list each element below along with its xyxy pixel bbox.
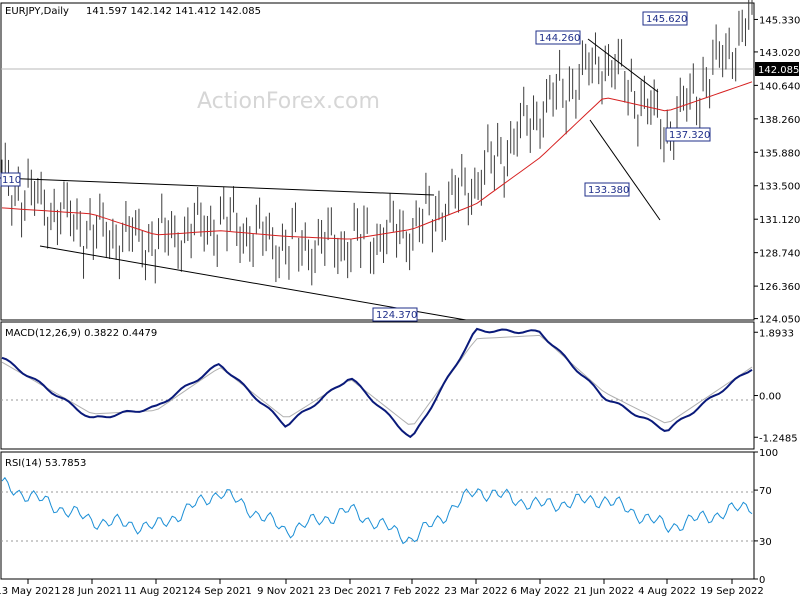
- x-tick-label: 13 May 2021: [0, 586, 61, 597]
- y-tick-label: 100: [759, 448, 778, 459]
- macd-line: [1, 327, 753, 439]
- rsi-header: RSI(14) 53.7853: [5, 458, 86, 469]
- annotation-133380-label: 133.380: [588, 185, 629, 196]
- y-tick-label: 143.020: [759, 48, 800, 59]
- macd-panel-frame: [0, 321, 755, 450]
- macd-header: MACD(12,26,9) 0.3822 0.4479: [5, 328, 157, 339]
- annotation-124370-label: 124.370: [376, 310, 417, 321]
- macd-axis: 1.8933 0.00 -1.2485: [754, 328, 798, 444]
- y-tick-label: 70: [759, 486, 772, 497]
- annotation-133380: 133.380: [584, 182, 630, 197]
- x-tick-label: 19 Sep 2022: [700, 586, 763, 597]
- x-tick-label: 23 Dec 2021: [318, 586, 382, 597]
- annotation-144260: 144.260: [535, 30, 581, 45]
- y-tick-label: 0: [759, 575, 765, 586]
- x-tick-label: 28 Jun 2021: [62, 586, 122, 597]
- y-tick-label: 131.120: [759, 215, 800, 226]
- annotation-144260-label: 144.260: [539, 33, 580, 44]
- rsi-line: [1, 476, 753, 545]
- x-tick-label: 11 Aug 2021: [124, 586, 188, 597]
- macd-signal-line: [1, 334, 753, 425]
- y-tick-label: 138.260: [759, 115, 800, 126]
- y-tick-label: 124.050: [759, 315, 800, 326]
- x-tick-label: 24 Sep 2021: [188, 586, 251, 597]
- moving-average-line: [1, 81, 753, 240]
- current-price-box: [755, 62, 799, 76]
- x-tick-label: 21 Jun 2022: [574, 586, 634, 597]
- y-tick-label: 133.500: [759, 182, 800, 193]
- trendline-upper-right: [587, 38, 659, 93]
- current-price-tag: 142.085: [755, 62, 799, 76]
- annotation-110-label: 110: [2, 175, 21, 186]
- trendlines: [0, 38, 661, 321]
- x-tick-label: 23 Mar 2022: [444, 586, 507, 597]
- annotation-137320: 137.320: [665, 127, 711, 142]
- y-tick-label: -1.2485: [759, 433, 798, 444]
- x-tick-label: 6 May 2022: [511, 586, 570, 597]
- ohlc-header: 141.597 142.142 141.412 142.085: [86, 6, 261, 17]
- x-tick-label: 7 Feb 2022: [384, 586, 440, 597]
- annotation-145620: 145.620: [642, 11, 688, 26]
- trendline-lower-right: [589, 119, 661, 221]
- price-bars: [1, 0, 753, 286]
- x-tick-label: 4 Aug 2022: [638, 586, 696, 597]
- y-tick-label: 1.8933: [759, 328, 794, 339]
- price-axis: 124.050 126.360 128.740 131.120 133.500 135.8…: [754, 15, 800, 326]
- watermark: ActionForex.com: [197, 89, 380, 114]
- rsi-panel-frame: [0, 451, 755, 580]
- y-tick-label: 128.740: [759, 249, 800, 260]
- symbol-header: EURJPY,Daily: [5, 6, 69, 17]
- trendline-upper-left: [0, 177, 435, 196]
- price-panel-frame: [0, 2, 755, 321]
- y-tick-label: 145.330: [759, 15, 800, 26]
- current-price-label: 142.085: [758, 65, 799, 76]
- y-tick-label: 0.00: [759, 392, 781, 403]
- rsi-axis: 100 70 30 0: [754, 448, 778, 586]
- x-tick-label: 9 Nov 2021: [257, 586, 315, 597]
- y-tick-label: 140.640: [759, 81, 800, 92]
- y-tick-label: 135.880: [759, 148, 800, 159]
- annotation-145620-label: 145.620: [646, 14, 687, 25]
- annotation-137320-label: 137.320: [669, 130, 710, 141]
- annotation-124370: 124.370: [372, 307, 418, 322]
- y-tick-label: 126.360: [759, 282, 800, 293]
- date-axis: 13 May 2021 28 Jun 2021 11 Aug 2021 24 Sep …: [0, 579, 764, 597]
- y-tick-label: 30: [759, 537, 772, 548]
- annotation-110: 110: [0, 172, 21, 187]
